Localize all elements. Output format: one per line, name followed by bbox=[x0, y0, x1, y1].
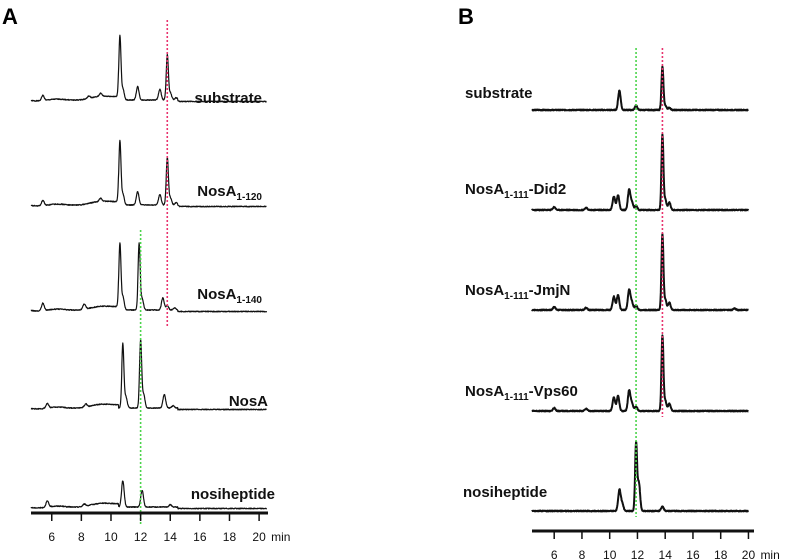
x-tick-label: 18 bbox=[714, 548, 728, 560]
trace-label-subscript: 1-140 bbox=[236, 295, 262, 306]
trace-label: NosA1-140 bbox=[197, 286, 262, 306]
trace-label-suffix: -Vps60 bbox=[529, 383, 578, 400]
panel-b: substrateNosA1-111-Did2NosA1-111-JmjNNos… bbox=[463, 48, 780, 560]
trace-label: nosiheptide bbox=[191, 486, 275, 503]
x-tick-label: 10 bbox=[104, 530, 118, 544]
trace-label-subscript: 1-111 bbox=[504, 291, 529, 302]
trace-label: substrate bbox=[465, 85, 533, 102]
trace-label-name: substrate bbox=[465, 85, 533, 102]
trace-label: NosA1-111-Did2 bbox=[465, 181, 566, 201]
trace-label: substrate bbox=[194, 90, 262, 107]
trace-5 bbox=[531, 440, 750, 513]
x-tick-label: 16 bbox=[686, 548, 700, 560]
panel-label-b: B bbox=[458, 4, 474, 29]
x-tick-label: 14 bbox=[659, 548, 673, 560]
trace-label: NosA bbox=[229, 393, 268, 410]
trace-label-name: NosA bbox=[197, 286, 236, 303]
x-tick-label: 16 bbox=[193, 530, 207, 544]
x-tick-label: 12 bbox=[631, 548, 645, 560]
trace-label: nosiheptide bbox=[463, 484, 547, 501]
x-tick-label: 8 bbox=[579, 548, 586, 560]
x-tick-label: 12 bbox=[134, 530, 148, 544]
trace-label-name: NosA bbox=[229, 393, 268, 410]
x-tick-label: 10 bbox=[603, 548, 617, 560]
trace-label: NosA1-111-Vps60 bbox=[465, 383, 578, 403]
x-axis-label: min bbox=[271, 530, 290, 544]
trace-label-name: substrate bbox=[194, 90, 262, 107]
trace-label-suffix: -Did2 bbox=[529, 181, 567, 198]
x-tick-label: 6 bbox=[48, 530, 55, 544]
trace-1 bbox=[531, 65, 750, 112]
trace-5 bbox=[30, 480, 268, 510]
trace-label: NosA1-120 bbox=[197, 183, 262, 203]
x-tick-label: 14 bbox=[164, 530, 178, 544]
trace-label-subscript: 1-111 bbox=[504, 190, 529, 201]
x-tick-label: 20 bbox=[742, 548, 756, 560]
trace-4 bbox=[30, 339, 267, 411]
trace-label-name: nosiheptide bbox=[191, 486, 275, 503]
trace-label-subscript: 1-111 bbox=[504, 392, 529, 403]
panel-a: substrateNosA1-120NosA1-140NosAnosihepti… bbox=[30, 20, 290, 544]
trace-1 bbox=[30, 34, 267, 103]
trace-label-name: NosA bbox=[197, 183, 236, 200]
panel-label-a: A bbox=[2, 4, 18, 29]
x-tick-label: 20 bbox=[252, 530, 266, 544]
x-tick-label: 8 bbox=[78, 530, 85, 544]
trace-4 bbox=[531, 334, 750, 413]
trace-label-name: NosA bbox=[465, 282, 504, 299]
trace-3 bbox=[30, 242, 268, 313]
trace-label-suffix: -JmjN bbox=[529, 282, 571, 299]
x-axis-label: min bbox=[760, 548, 779, 560]
trace-label: NosA1-111-JmjN bbox=[465, 282, 570, 302]
trace-label-name: nosiheptide bbox=[463, 484, 547, 501]
trace-2 bbox=[531, 133, 750, 212]
trace-label-name: NosA bbox=[465, 383, 504, 400]
trace-3 bbox=[531, 232, 750, 312]
x-tick-label: 6 bbox=[551, 548, 558, 560]
trace-label-subscript: 1-120 bbox=[236, 192, 262, 203]
x-tick-label: 18 bbox=[223, 530, 237, 544]
trace-label-name: NosA bbox=[465, 181, 504, 198]
trace-2 bbox=[30, 139, 267, 208]
